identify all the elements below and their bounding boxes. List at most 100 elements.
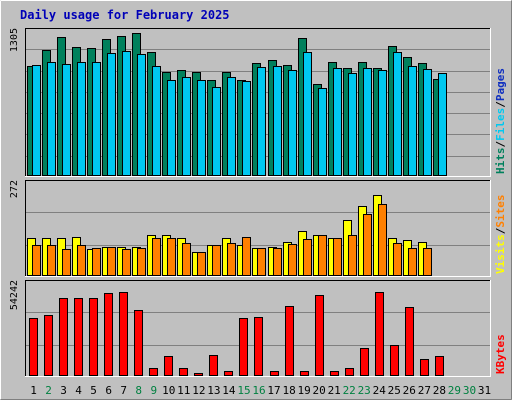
day-label-28: 28 [433, 384, 446, 397]
bar-files-day-3 [62, 64, 71, 176]
day-label-11: 11 [177, 384, 190, 397]
day-label-4: 4 [75, 384, 82, 397]
bar-files-day-19 [303, 52, 312, 176]
bar-kbytes-day-15 [239, 318, 248, 376]
day-label-14: 14 [222, 384, 236, 397]
bar-kbytes-day-27 [420, 359, 429, 376]
legend-part: / [494, 141, 507, 148]
bar-kbytes-day-16 [254, 317, 263, 376]
bar-kbytes-day-19 [300, 371, 309, 376]
bar-files-day-12 [197, 80, 206, 176]
bar-files-day-20 [318, 88, 327, 176]
bar-kbytes-day-14 [224, 371, 233, 376]
day-label-27: 27 [418, 384, 431, 397]
bar-sites-day-1 [32, 245, 41, 276]
legend-part: Sites [494, 195, 507, 228]
day-label-29: 29 [448, 384, 461, 397]
day-label-5: 5 [90, 384, 97, 397]
day-label-9: 9 [150, 384, 157, 397]
legend-visits-sites: Visits/Sites [494, 195, 507, 275]
bar-kbytes-day-11 [179, 368, 188, 376]
bar-files-day-17 [273, 66, 282, 176]
bar-kbytes-day-13 [209, 355, 218, 376]
bar-files-day-24 [378, 70, 387, 176]
day-label-18: 18 [282, 384, 295, 397]
day-label-6: 6 [105, 384, 112, 397]
bar-files-day-4 [77, 62, 86, 176]
bar-kbytes-day-23 [360, 348, 369, 376]
bar-kbytes-day-8 [134, 310, 143, 376]
bar-sites-day-26 [408, 248, 417, 276]
x-axis-day-labels: 1 2 3 4 5 6 7 8 9 10 11 12 13 14 15 16 17 18 19 20 21 22 23 24 2… [30, 384, 491, 397]
legend-part: Hits [494, 148, 507, 175]
bar-sites-day-10 [167, 238, 176, 276]
legend-part: Pages [494, 68, 507, 101]
bar-sites-day-7 [122, 249, 131, 276]
bar-sites-day-24 [378, 204, 387, 276]
legend-part: Files [494, 108, 507, 141]
day-label-3: 3 [60, 384, 67, 397]
bar-sites-day-4 [77, 245, 86, 276]
panel-visits-sites: 272 Visits/Sites [9, 180, 507, 277]
bar-kbytes-day-5 [89, 298, 98, 376]
bar-sites-day-16 [257, 248, 266, 276]
series-visits [27, 195, 427, 276]
bar-kbytes-day-1 [29, 318, 38, 376]
bar-kbytes-day-17 [270, 371, 279, 376]
bar-kbytes-day-9 [149, 368, 158, 376]
bar-sites-day-21 [333, 238, 342, 276]
bar-files-day-16 [257, 67, 266, 176]
bar-sites-day-14 [227, 243, 236, 276]
bar-sites-day-13 [212, 245, 221, 276]
bar-sites-day-19 [303, 239, 312, 276]
legend-part: / [494, 101, 507, 108]
day-label-24: 24 [373, 384, 387, 397]
bar-kbytes-day-20 [315, 295, 324, 376]
bar-files-day-22 [348, 73, 357, 176]
bar-sites-day-2 [47, 245, 56, 276]
day-label-13: 13 [207, 384, 220, 397]
series-hits [27, 33, 442, 176]
bar-sites-day-20 [318, 235, 327, 276]
bar-files-day-2 [47, 62, 56, 176]
bar-kbytes-day-4 [74, 298, 83, 376]
bar-kbytes-day-2 [44, 315, 53, 376]
day-label-19: 19 [297, 384, 310, 397]
series-sites [32, 204, 432, 276]
chart-panels: 1305Hits/Files/Pages272Visits/Sites54242… [9, 28, 507, 377]
day-label-20: 20 [312, 384, 325, 397]
bar-sites-day-9 [152, 238, 161, 276]
y-max-label-visits-sites: 272 [9, 180, 20, 198]
bar-files-day-7 [122, 51, 131, 176]
day-label-17: 17 [267, 384, 280, 397]
legend-kbytes: KBytes [494, 334, 507, 374]
bar-sites-day-8 [137, 248, 146, 276]
bar-files-day-18 [288, 70, 297, 176]
bar-sites-day-12 [197, 252, 206, 276]
bar-kbytes-day-18 [285, 306, 294, 376]
bar-kbytes-day-26 [405, 307, 414, 376]
panel-kbytes: 54242 KBytes [9, 280, 507, 377]
bar-kbytes-day-22 [345, 368, 354, 376]
bar-files-day-27 [423, 69, 432, 176]
legend-hits-files-pages: Hits/Files/Pages [494, 68, 507, 174]
bar-files-day-13 [212, 87, 221, 176]
day-label-26: 26 [403, 384, 416, 397]
y-max-label-hits-files-pages: 1305 [9, 28, 20, 52]
day-label-7: 7 [120, 384, 127, 397]
bar-files-day-1 [32, 65, 41, 176]
day-label-25: 25 [388, 384, 401, 397]
bar-files-day-15 [242, 81, 251, 176]
bar-sites-day-15 [242, 237, 251, 276]
day-label-23: 23 [358, 384, 371, 397]
bar-files-day-23 [363, 68, 372, 176]
bar-files-day-11 [182, 77, 191, 176]
day-label-16: 16 [252, 384, 265, 397]
bar-sites-day-17 [273, 248, 282, 276]
legend-part: / [494, 227, 507, 234]
bar-sites-day-23 [363, 214, 372, 276]
series-files [32, 51, 447, 176]
